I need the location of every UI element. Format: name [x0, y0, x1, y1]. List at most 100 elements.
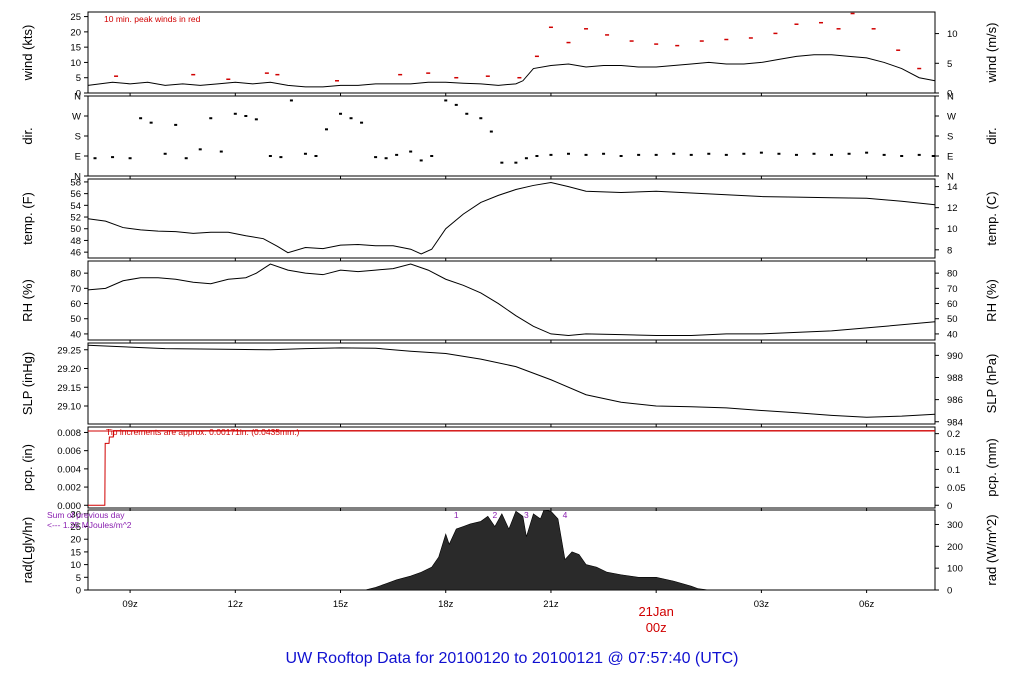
- slp-left-tick-label: 29.10: [57, 402, 81, 413]
- dir-point-53: [812, 152, 816, 155]
- dir-right-tick-label: N: [947, 92, 954, 103]
- dir-point-57: [882, 153, 886, 156]
- rad-top-label: 2: [492, 510, 497, 520]
- rh-right-tick-label: 50: [947, 314, 958, 325]
- rh-right-tick-label: 60: [947, 299, 958, 310]
- temp-right-tick-label: 8: [947, 245, 952, 256]
- pcp-panel-frame: [87, 426, 936, 509]
- dir-point-44: [654, 153, 658, 156]
- dir-point-27: [419, 159, 423, 162]
- dir-point-56: [865, 151, 869, 154]
- rad-left-tick-label: 0: [76, 586, 81, 597]
- x-tick-label: 18z: [438, 599, 454, 610]
- dir-point-0: [93, 157, 97, 160]
- rad-left-tick-label: 5: [76, 573, 81, 584]
- dir-panel-frame: [87, 95, 936, 177]
- rad-right-tick-label: 100: [947, 564, 963, 575]
- slp-right-tick-label: 988: [947, 373, 963, 384]
- dir-point-47: [707, 152, 711, 155]
- dir-point-25: [395, 153, 399, 156]
- rad-right-tick-label: 0: [947, 586, 952, 597]
- rad-left-tick-label: 10: [70, 560, 81, 571]
- dir-point-7: [184, 157, 188, 160]
- dir-point-32: [479, 117, 483, 120]
- rh-right-tick-label: 80: [947, 269, 958, 280]
- slp-left-tick-label: 29.20: [57, 364, 81, 375]
- slp-left-tick-label: 29.25: [57, 345, 81, 356]
- dir-point-3: [139, 117, 143, 120]
- dir-point-59: [917, 153, 921, 156]
- rad-right-tick-label: 200: [947, 542, 963, 553]
- dir-point-48: [724, 153, 728, 156]
- pcp-ylabel: pcp. (in): [20, 444, 35, 491]
- dir-point-1: [111, 156, 115, 159]
- dir-point-42: [619, 155, 623, 157]
- wind-right-tick-label: 10: [947, 29, 958, 40]
- pcp-ylabel-right: pcp. (mm): [984, 438, 999, 497]
- dir-right-tick-label: N: [947, 172, 954, 183]
- wind-left-tick-label: 10: [70, 58, 81, 69]
- wind-left-tick-label: 5: [76, 73, 81, 84]
- rh-right-tick-label: 70: [947, 284, 958, 295]
- temp-panel-frame: [87, 178, 936, 259]
- dir-right-tick-label: E: [947, 152, 953, 163]
- rad-left-tick-label: 30: [70, 509, 81, 520]
- temp-right-tick-label: 14: [947, 182, 958, 193]
- pcp-left-tick-label: 0.000: [57, 501, 81, 512]
- pcp-left-tick-label: 0.008: [57, 428, 81, 439]
- slp-right-tick-label: 986: [947, 395, 963, 406]
- temp-left-tick-label: 52: [70, 213, 81, 224]
- wind-ylabel: wind (kts): [20, 25, 35, 82]
- dir-point-38: [549, 153, 553, 156]
- day-marker-date: 21Jan: [638, 604, 673, 619]
- dir-point-45: [672, 152, 676, 155]
- wind-series-line: [87, 54, 936, 88]
- dir-point-12: [244, 115, 248, 117]
- dir-point-23: [374, 156, 378, 159]
- dir-point-5: [163, 152, 167, 155]
- wind-left-tick-label: 20: [70, 27, 81, 38]
- x-tick-label: 21z: [543, 599, 559, 610]
- x-tick-label: 12z: [228, 599, 244, 610]
- temp-series-line: [87, 182, 936, 255]
- rh-series-line: [87, 263, 936, 336]
- dir-point-24: [384, 157, 388, 160]
- slp-right-tick-label: 990: [947, 351, 963, 362]
- slp-ylabel-right: SLP (hPa): [984, 354, 999, 414]
- temp-left-tick-label: 56: [70, 189, 81, 200]
- chart-caption: UW Rooftop Data for 20100120 to 20100121…: [285, 650, 739, 667]
- wind-ylabel-right: wind (m/s): [984, 23, 999, 84]
- pcp-left-tick-label: 0.006: [57, 446, 81, 457]
- wind-right-tick-label: 5: [947, 59, 952, 70]
- temp-left-tick-label: 46: [70, 248, 81, 259]
- pcp-right-tick-label: 0: [947, 501, 952, 512]
- dir-right-tick-label: W: [947, 112, 956, 123]
- temp-left-tick-label: 50: [70, 224, 81, 235]
- rh-left-tick-label: 80: [70, 269, 81, 280]
- dir-point-21: [349, 117, 353, 120]
- dir-left-tick-label: E: [75, 152, 81, 163]
- rad-ylabel-right: rad (W/m^2): [984, 514, 999, 585]
- wind-right-tick-label: 0: [947, 89, 952, 100]
- dir-point-49: [742, 152, 746, 155]
- temp-left-tick-label: 58: [70, 177, 81, 188]
- dir-point-33: [489, 130, 493, 133]
- temp-right-tick-label: 10: [947, 224, 958, 235]
- x-tick-label: 03z: [754, 599, 770, 610]
- dir-point-28: [430, 155, 434, 157]
- pcp-note: Tip increments are approx. 0.00171in. (0…: [106, 427, 300, 437]
- rad-right-tick-label: 300: [947, 520, 963, 531]
- pcp-left-tick-label: 0.004: [57, 464, 81, 475]
- dir-point-2: [128, 157, 132, 160]
- rh-left-tick-label: 50: [70, 314, 81, 325]
- dir-point-52: [794, 153, 798, 156]
- slp-right-tick-label: 984: [947, 417, 963, 428]
- slp-left-tick-label: 29.15: [57, 383, 81, 394]
- wind-panel-frame: [87, 11, 936, 94]
- x-tick-label: 06z: [859, 599, 875, 610]
- wind-left-tick-label: 25: [70, 12, 81, 23]
- pcp-right-tick-label: 0.05: [947, 483, 966, 494]
- x-tick-label: 09z: [122, 599, 138, 610]
- dir-point-4: [149, 121, 153, 124]
- rad-ylabel: rad(Lgly/hr): [20, 517, 35, 583]
